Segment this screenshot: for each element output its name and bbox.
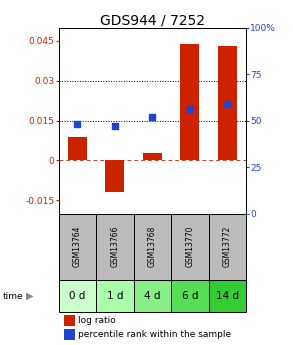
- Text: GSM13770: GSM13770: [185, 226, 194, 267]
- Text: GSM13764: GSM13764: [73, 226, 82, 267]
- Bar: [218, 46, 237, 160]
- Bar: [64, 329, 74, 340]
- Bar: [105, 160, 124, 193]
- Text: 0 d: 0 d: [69, 291, 86, 301]
- Bar: [180, 43, 199, 160]
- Text: 1 d: 1 d: [107, 291, 123, 301]
- Text: GSM13772: GSM13772: [223, 226, 232, 267]
- Bar: [59, 214, 96, 279]
- Bar: [134, 214, 171, 279]
- Point: [113, 124, 117, 129]
- Bar: [96, 214, 134, 279]
- Text: 4 d: 4 d: [144, 291, 161, 301]
- Point: [225, 101, 230, 107]
- Point: [150, 114, 155, 120]
- Text: GSM13766: GSM13766: [110, 226, 119, 267]
- Bar: [59, 279, 96, 313]
- Text: 14 d: 14 d: [216, 291, 239, 301]
- Text: GSM13768: GSM13768: [148, 226, 157, 267]
- Text: 6 d: 6 d: [182, 291, 198, 301]
- Text: percentile rank within the sample: percentile rank within the sample: [78, 330, 231, 339]
- Bar: [209, 279, 246, 313]
- Bar: [134, 279, 171, 313]
- Bar: [96, 279, 134, 313]
- Point: [188, 107, 192, 112]
- Bar: [68, 137, 87, 160]
- Bar: [171, 214, 209, 279]
- Text: ▶: ▶: [26, 291, 34, 301]
- Point: [75, 121, 80, 127]
- Bar: [209, 214, 246, 279]
- Bar: [143, 152, 162, 160]
- Text: log ratio: log ratio: [78, 316, 116, 325]
- Text: time: time: [3, 292, 23, 300]
- Bar: [171, 279, 209, 313]
- Title: GDS944 / 7252: GDS944 / 7252: [100, 13, 205, 28]
- Bar: [64, 315, 74, 326]
